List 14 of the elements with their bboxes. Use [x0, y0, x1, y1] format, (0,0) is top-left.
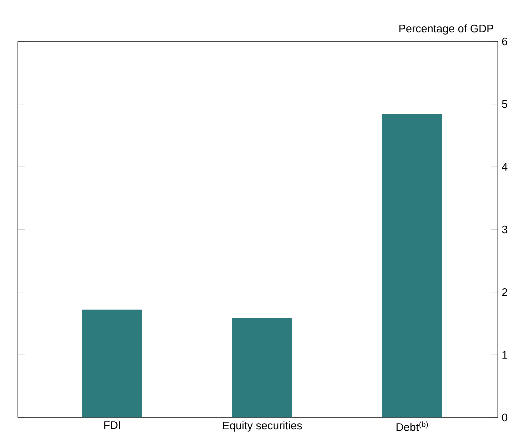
x-tick-label: FDI [104, 422, 120, 430]
y-tick-label: 4 [502, 163, 508, 171]
y-tick-label: 1 [502, 351, 508, 359]
y-tick-label: 5 [502, 100, 508, 108]
bar [382, 114, 443, 418]
bar [82, 310, 142, 418]
x-tick-label: Debt$^{(b)}$ [396, 422, 428, 432]
y-axis-title: Percentage of GDP [400, 24, 494, 35]
bar [232, 318, 292, 418]
y-tick-label: 2 [502, 288, 508, 296]
x-tick-label: Equity securities [223, 422, 302, 432]
y-tick-label: 3 [502, 226, 508, 234]
y-tick-label: 6 [502, 38, 508, 46]
y-tick-label: 0 [502, 414, 508, 422]
